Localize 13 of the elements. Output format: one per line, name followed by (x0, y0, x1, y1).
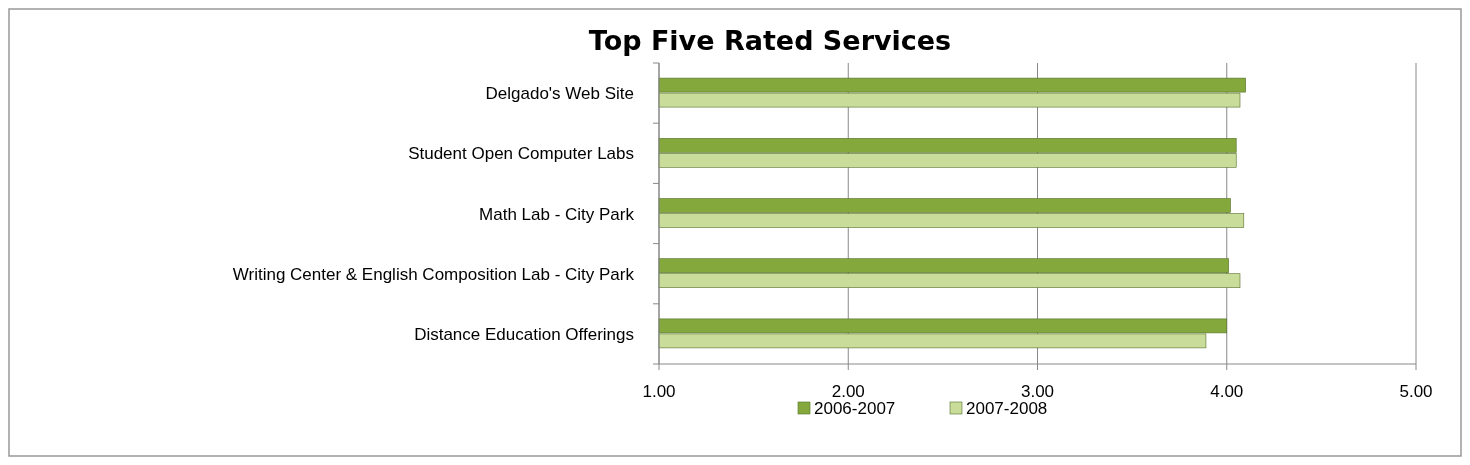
y-tick-label: Distance Education Offerings (414, 324, 634, 344)
x-tick-label: 3.00 (1020, 382, 1055, 401)
y-tick-label: Student Open Computer Labs (408, 144, 634, 164)
y-tick-label: Math Lab - City Park (479, 204, 635, 224)
y-tick-label: Delgado's Web Site (485, 84, 634, 104)
chart-title: Top Five Rated Services (588, 25, 952, 56)
x-tick-label: 1.00 (642, 382, 676, 401)
x-tick-label: 4.00 (1210, 382, 1244, 401)
legend-label: 2006-2007 (814, 399, 896, 418)
legend-label: 2007-2008 (966, 399, 1048, 418)
x-tick-label: 5.00 (1399, 382, 1433, 401)
y-tick-label: Writing Center & English Composition Lab - City Park (232, 264, 635, 284)
x-tick-label: 2.00 (831, 382, 865, 401)
